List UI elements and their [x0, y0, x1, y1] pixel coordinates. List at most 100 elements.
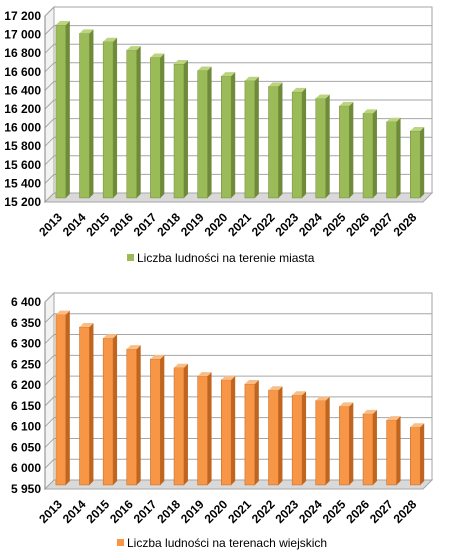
bar-side	[373, 410, 377, 485]
x-tick-label: 2026	[343, 210, 372, 239]
chart-urban-population: 15 200 15 400 15 600 15 800 16 000 16 200 16 4…	[0, 0, 460, 268]
x-tick-label: 2019	[178, 497, 207, 526]
bar-side	[326, 94, 330, 198]
x-tick-label: 2024	[296, 497, 325, 526]
bar	[292, 88, 306, 198]
bar-front	[339, 106, 349, 198]
y-tick-label: 15 400	[4, 176, 41, 190]
x-tick-label: 2014	[60, 497, 89, 526]
bar-side	[278, 82, 282, 198]
bar-front	[363, 414, 373, 485]
bar	[221, 376, 235, 485]
x-tick-label: 2027	[367, 210, 396, 239]
bar	[269, 386, 283, 485]
bar-front	[269, 390, 279, 485]
bar-side	[89, 323, 93, 485]
legend: Liczba ludności na terenie miasta	[127, 251, 315, 265]
y-tick-label: 16 400	[4, 83, 41, 97]
bar-front	[245, 81, 255, 198]
bar-front	[316, 401, 326, 485]
bar-side	[113, 334, 117, 485]
bar-side	[66, 311, 70, 485]
y-tick-label: 6 300	[11, 337, 41, 351]
bar	[316, 94, 330, 198]
x-tick-label: 2019	[178, 210, 207, 239]
bar-side	[208, 67, 212, 198]
bar-side	[420, 423, 424, 485]
x-tick-label: 2020	[202, 497, 231, 526]
bar-front	[80, 327, 90, 485]
bar	[56, 21, 70, 198]
y-tick-label: 17 200	[4, 9, 41, 23]
bar-side	[137, 345, 141, 485]
bar-front	[221, 380, 231, 485]
bar-front	[316, 98, 326, 198]
bar-side	[302, 391, 306, 485]
bar-side	[89, 29, 93, 198]
x-tick-label: 2021	[225, 497, 254, 526]
x-tick-label: 2014	[60, 210, 89, 239]
bar-front	[103, 338, 113, 485]
x-tick-label: 2023	[272, 497, 301, 526]
bar-side	[113, 38, 117, 198]
bar	[387, 416, 401, 485]
bar	[103, 38, 117, 198]
y-tick-label: 16 000	[4, 121, 41, 135]
y-tick-label: 17 000	[4, 28, 41, 42]
bar-front	[269, 86, 279, 198]
bar-front	[127, 50, 137, 198]
bar	[269, 82, 283, 198]
bar-front	[363, 113, 373, 198]
bar-side	[278, 386, 282, 485]
bar-side	[184, 60, 188, 198]
x-tick-label: 2021	[225, 210, 254, 239]
bar-side	[184, 364, 188, 485]
bar	[410, 127, 424, 198]
chart-rural-svg: 5 950 6 000 6 050 6 100 6 150 6 200 6 250 6 300…	[0, 284, 460, 556]
bar	[363, 410, 377, 485]
bar	[150, 355, 164, 485]
y-tick-label: 6 150	[11, 399, 41, 413]
bar-front	[198, 71, 208, 198]
bar-side	[137, 46, 141, 198]
bar-front	[174, 368, 184, 485]
x-tick-label: 2025	[320, 497, 349, 526]
bar-side	[373, 109, 377, 198]
x-tick-label: 2018	[154, 497, 183, 526]
y-tick-label: 6 400	[11, 295, 41, 309]
bar	[174, 364, 188, 485]
x-tick-label: 2016	[107, 497, 136, 526]
y-tick-label: 6 200	[11, 378, 41, 392]
y-tick-label: 6 100	[11, 420, 41, 434]
y-tick-label: 5 950	[11, 482, 41, 496]
x-tick-label: 2018	[154, 210, 183, 239]
y-tick-label: 15 200	[4, 195, 41, 209]
y-tick-label: 6 350	[11, 316, 41, 330]
legend-label: Liczba ludności na terenach wiejskich	[127, 536, 327, 550]
bar	[198, 67, 212, 198]
bar-front	[410, 131, 420, 198]
bar	[56, 311, 70, 485]
bar-side	[397, 118, 401, 198]
bar	[221, 72, 235, 198]
bar-side	[208, 372, 212, 485]
x-tick-label: 2017	[131, 497, 160, 526]
x-tick-label: 2026	[343, 497, 372, 526]
bar-front	[56, 25, 66, 198]
bar	[245, 380, 259, 485]
bar-front	[103, 42, 113, 198]
x-tick-label: 2015	[83, 497, 112, 526]
bar	[363, 109, 377, 198]
bar-front	[292, 92, 302, 198]
x-tick-label: 2027	[367, 497, 396, 526]
bar-front	[56, 315, 66, 485]
chart-urban-svg: 15 200 15 400 15 600 15 800 16 000 16 200 16 4…	[0, 0, 460, 268]
x-tick-label: 2020	[202, 210, 231, 239]
bar-front	[387, 122, 397, 198]
bar	[80, 323, 94, 485]
x-tick-label: 2015	[83, 210, 112, 239]
y-tick-label: 6 050	[11, 440, 41, 454]
bar-side	[160, 54, 164, 198]
bar-front	[410, 427, 420, 485]
y-tick-label: 15 600	[4, 158, 41, 172]
